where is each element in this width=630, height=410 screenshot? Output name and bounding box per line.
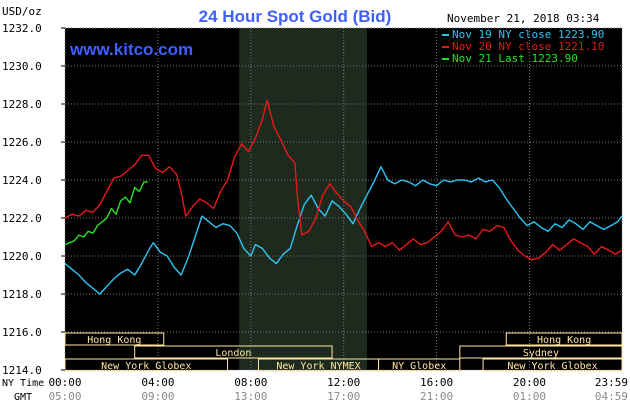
- y-tick-label: 1230.0: [2, 60, 42, 73]
- y-tick-label: 1222.0: [2, 212, 42, 225]
- gmt-tick-label: 09:00: [141, 390, 174, 403]
- y-tick-label: 1232.0: [2, 22, 42, 35]
- ny-time-label: NY Time: [2, 378, 44, 389]
- session-label: Sydney: [523, 348, 559, 359]
- active-session-shade: [239, 28, 367, 370]
- ny-tick-label: 20:00: [513, 376, 546, 389]
- y-tick-label: 1214.0: [2, 364, 42, 377]
- trading-sessions: Hong Kong Hong Kong London Sydney New York G…: [64, 332, 623, 372]
- session-box: [134, 345, 333, 359]
- gmt-tick-label: 17:00: [327, 390, 360, 403]
- unit-label: USD/oz: [2, 5, 42, 18]
- session-label: London: [215, 348, 251, 359]
- y-tick-label: 1218.0: [2, 288, 42, 301]
- gmt-tick-label: 21:00: [420, 390, 453, 403]
- ny-tick-label: 00:00: [48, 376, 81, 389]
- session-box: [64, 358, 229, 372]
- y-axis-ticks: 1232.0 1230.0 1228.0 1226.0 1224.0 1222.0 1220…: [2, 22, 65, 377]
- legend-markers: [442, 34, 449, 60]
- session-label: NY Globex: [392, 361, 446, 372]
- gmt-tick-label: 05:00: [48, 390, 81, 403]
- session-label: Hong Kong: [537, 335, 591, 346]
- session-box: [482, 358, 623, 372]
- legend-entry-nov20: Nov 20 NY close 1221.10: [452, 40, 604, 53]
- y-tick-label: 1216.0: [2, 326, 42, 339]
- y-tick-label: 1224.0: [2, 174, 42, 187]
- gmt-tick-label: 01:00: [513, 390, 546, 403]
- session-box: [378, 358, 461, 372]
- legend-entry-nov21: Nov 21 Last 1223.90: [452, 52, 578, 65]
- price-series: [64, 99, 623, 295]
- chart-title: 24 Hour Spot Gold (Bid): [199, 7, 392, 26]
- legend-entry-nov19: Nov 19 NY close 1223.90: [452, 28, 604, 41]
- session-label: New York Globex: [507, 361, 597, 372]
- ny-tick-label: 12:00: [327, 376, 360, 389]
- gmt-label: GMT: [14, 392, 32, 403]
- session-box: [459, 345, 623, 359]
- watermark: www.kitco.com: [69, 40, 193, 59]
- series-line-1: [64, 99, 623, 261]
- session-label: New York Globex: [101, 361, 191, 372]
- ny-tick-label: 16:00: [420, 376, 453, 389]
- y-tick-label: 1228.0: [2, 98, 42, 111]
- legend: Nov 19 NY close 1223.90 Nov 20 NY close …: [452, 28, 604, 65]
- time-axis-labels: 00:00 04:00 08:00 12:00 16:00 20:00 23:59 05:00…: [48, 376, 628, 403]
- gmt-tick-label: 13:00: [234, 390, 267, 403]
- y-tick-label: 1226.0: [2, 136, 42, 149]
- chart-datetime: November 21, 2018 03:34: [447, 12, 600, 25]
- y-tick-label: 1220.0: [2, 250, 42, 263]
- ny-tick-label: 23:59: [595, 376, 628, 389]
- gmt-tick-label: 04:59: [595, 390, 628, 403]
- ny-tick-label: 08:00: [234, 376, 267, 389]
- series-line-2: [64, 181, 148, 246]
- ny-tick-label: 04:00: [141, 376, 174, 389]
- session-label: Hong Kong: [87, 335, 141, 346]
- session-box: [64, 332, 165, 346]
- series-line-0: [64, 166, 623, 295]
- session-label: New York NYMEX: [276, 361, 360, 372]
- session-box: [505, 332, 623, 346]
- grid-lines: [64, 27, 623, 371]
